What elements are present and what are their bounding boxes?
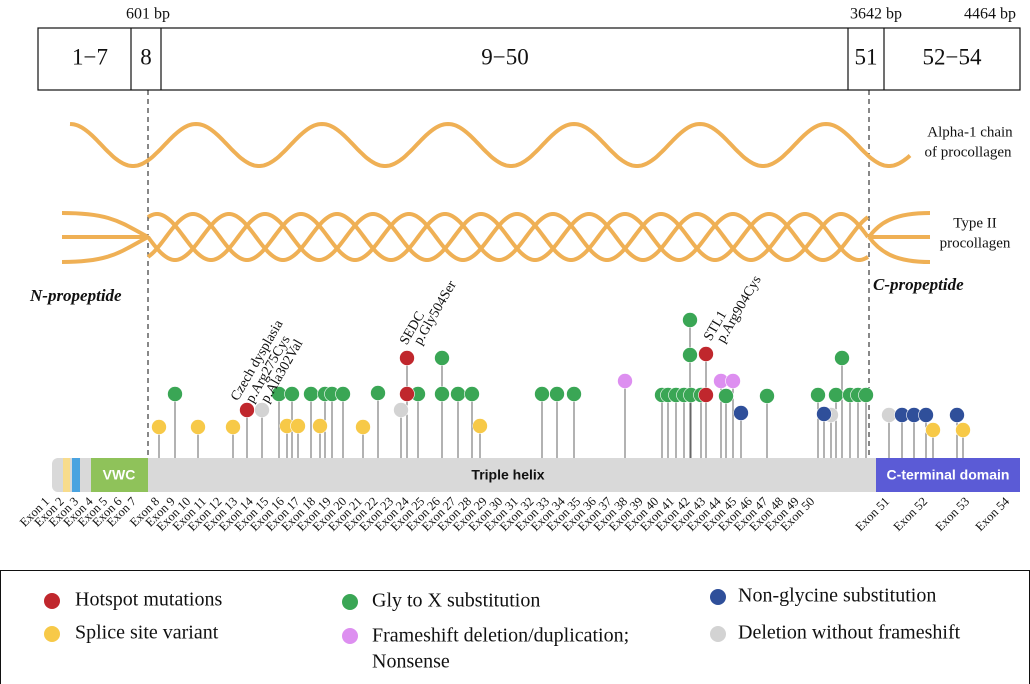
mutation-dot xyxy=(451,387,466,402)
mutation-dot xyxy=(400,387,415,402)
legend-label: Deletion without frameshift xyxy=(738,622,961,644)
mutation-dot xyxy=(473,419,488,434)
mutation-dot xyxy=(356,420,371,435)
legend-label: Hotspot mutations xyxy=(75,589,222,611)
mutation-dot xyxy=(811,388,826,403)
chains xyxy=(62,124,930,262)
mutation-dot xyxy=(618,374,633,389)
legend-swatch xyxy=(710,626,726,642)
legend-swatch xyxy=(342,594,358,610)
mutation-dot xyxy=(829,388,844,403)
mutation-dot xyxy=(371,386,386,401)
domain-label: C-terminal domain xyxy=(887,467,1010,483)
mutation-dot xyxy=(550,387,565,402)
legend-label: Frameshift deletion/duplication; xyxy=(372,625,629,647)
chain-label: procollagen xyxy=(940,235,1011,251)
mutation-dot xyxy=(336,387,351,402)
scale-label: 3642 bp xyxy=(850,6,902,23)
mutation-dot xyxy=(435,387,450,402)
mutation-dot xyxy=(400,351,415,366)
legend-swatch xyxy=(44,626,60,642)
c-propeptide-chain xyxy=(869,213,930,262)
legend-label: Splice site variant xyxy=(75,622,219,644)
exon-box-label: 1−7 xyxy=(72,44,108,69)
legend-label: Nonsense xyxy=(372,651,450,673)
mutation-dot xyxy=(535,387,550,402)
exon-label: Exon 53 xyxy=(933,494,973,534)
scale-label: 4464 bp xyxy=(964,6,1016,23)
domain-label: VWC xyxy=(103,467,136,483)
mutation-dot xyxy=(304,387,319,402)
mutation-dot xyxy=(683,348,698,363)
mutation-dot xyxy=(567,387,582,402)
mutation-dot xyxy=(719,389,734,404)
mutation-dot xyxy=(926,423,941,438)
mutation-dot xyxy=(240,403,255,418)
mutation-dot xyxy=(168,387,183,402)
mutation-dot xyxy=(835,351,850,366)
mutation-dot xyxy=(699,347,714,362)
mutation-dot xyxy=(394,403,409,418)
chain-label: of procollagen xyxy=(924,144,1012,160)
legend-swatch xyxy=(342,628,358,644)
mutation-dot xyxy=(435,351,450,366)
chain-label: Type II xyxy=(953,215,997,231)
legend-label: Gly to X substitution xyxy=(372,590,540,612)
figure: 601 bp 3642 bp 4464 bp 1−7 8 9−50 51 52−… xyxy=(0,0,1030,684)
domain-label: Triple helix xyxy=(471,467,544,483)
mutation-dot xyxy=(313,419,328,434)
exon-label: Exon 52 xyxy=(891,494,931,534)
mutation-dot xyxy=(291,419,306,434)
chain-label: Alpha-1 chain xyxy=(927,124,1013,140)
exon-box-label: 52−54 xyxy=(923,44,982,69)
mutation-dot xyxy=(817,407,832,422)
exon-label: Exon 51 xyxy=(853,494,893,534)
legend-swatch xyxy=(44,593,60,609)
n-propeptide-chain xyxy=(62,213,148,262)
mutation-dot xyxy=(699,388,714,403)
mutation-dot xyxy=(255,403,270,418)
mutation-dot xyxy=(950,408,965,423)
legend-swatch xyxy=(710,589,726,605)
exon-box-label: 8 xyxy=(140,44,152,69)
mutation-dot xyxy=(859,388,874,403)
mutation-dot xyxy=(285,387,300,402)
mutation-dot xyxy=(191,420,206,435)
mutation-dot xyxy=(734,406,749,421)
signal-stripe xyxy=(72,458,80,492)
exon-box-label: 9−50 xyxy=(481,44,528,69)
exon-label: Exon 54 xyxy=(973,494,1013,534)
signal-stripe xyxy=(63,458,70,492)
mutation-dot xyxy=(760,389,775,404)
mutation-dot xyxy=(465,387,480,402)
mutation-dot xyxy=(226,420,241,435)
exon-box-label: 51 xyxy=(855,44,878,69)
propeptide-label: C-propeptide xyxy=(873,275,964,294)
mutation-dot xyxy=(683,313,698,328)
legend-label: Non-glycine substitution xyxy=(738,585,936,607)
scale-label: 601 bp xyxy=(126,6,170,23)
mutation-dot xyxy=(919,408,934,423)
mutation-dot xyxy=(726,374,741,389)
mutation-dot xyxy=(956,423,971,438)
propeptide-label: N-propeptide xyxy=(29,286,122,305)
mutation-dot xyxy=(152,420,167,435)
annotation: p.Arg904Cys xyxy=(714,273,764,345)
alpha-chain xyxy=(70,124,910,166)
